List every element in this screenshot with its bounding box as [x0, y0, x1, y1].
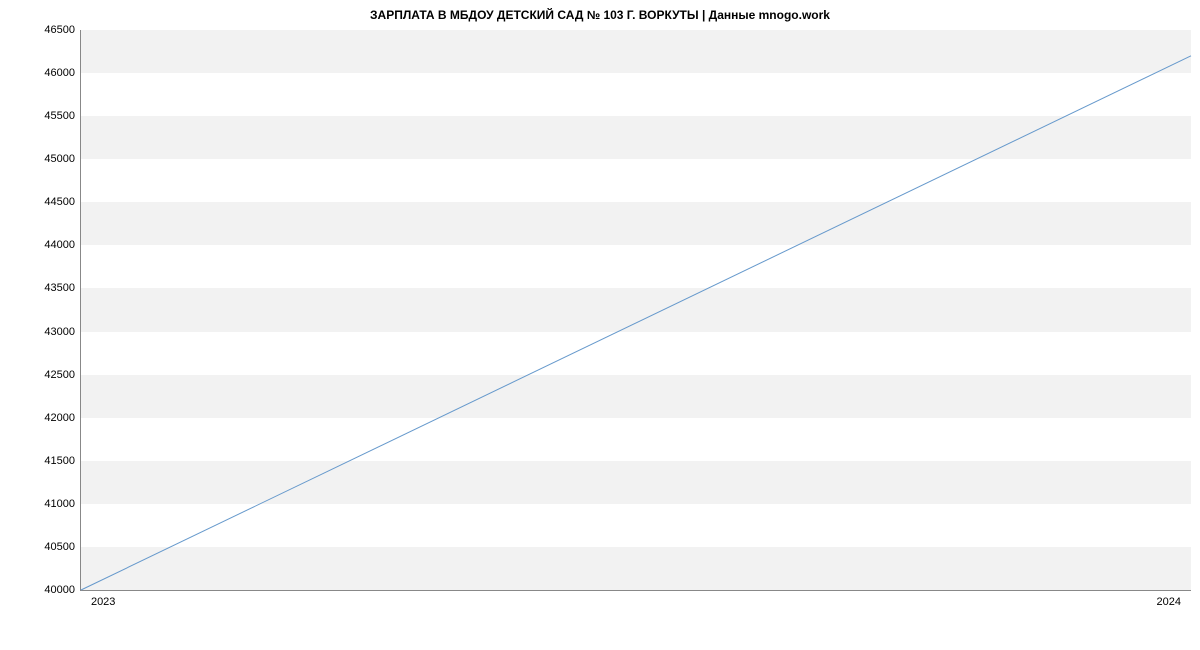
y-tick-label: 45000 [44, 153, 75, 165]
y-tick-label: 43500 [44, 282, 75, 294]
y-tick-label: 42000 [44, 412, 75, 424]
y-tick-label: 41500 [44, 455, 75, 467]
plot-area: 4000040500410004150042000425004300043500… [80, 30, 1191, 591]
y-tick-label: 44500 [44, 196, 75, 208]
y-tick-label: 40000 [44, 584, 75, 596]
y-tick-label: 44000 [44, 239, 75, 251]
y-tick-label: 42500 [44, 369, 75, 381]
y-tick-label: 45500 [44, 110, 75, 122]
chart-title: ЗАРПЛАТА В МБДОУ ДЕТСКИЙ САД № 103 Г. ВО… [0, 8, 1200, 22]
y-tick-label: 40500 [44, 541, 75, 553]
x-tick-label: 2023 [91, 596, 115, 608]
chart-container: ЗАРПЛАТА В МБДОУ ДЕТСКИЙ САД № 103 Г. ВО… [0, 0, 1200, 650]
y-tick-label: 46500 [44, 24, 75, 36]
y-tick-label: 46000 [44, 67, 75, 79]
x-tick-label: 2024 [1157, 596, 1181, 608]
y-tick-label: 41000 [44, 498, 75, 510]
y-tick-label: 43000 [44, 326, 75, 338]
line-series [81, 30, 1191, 590]
